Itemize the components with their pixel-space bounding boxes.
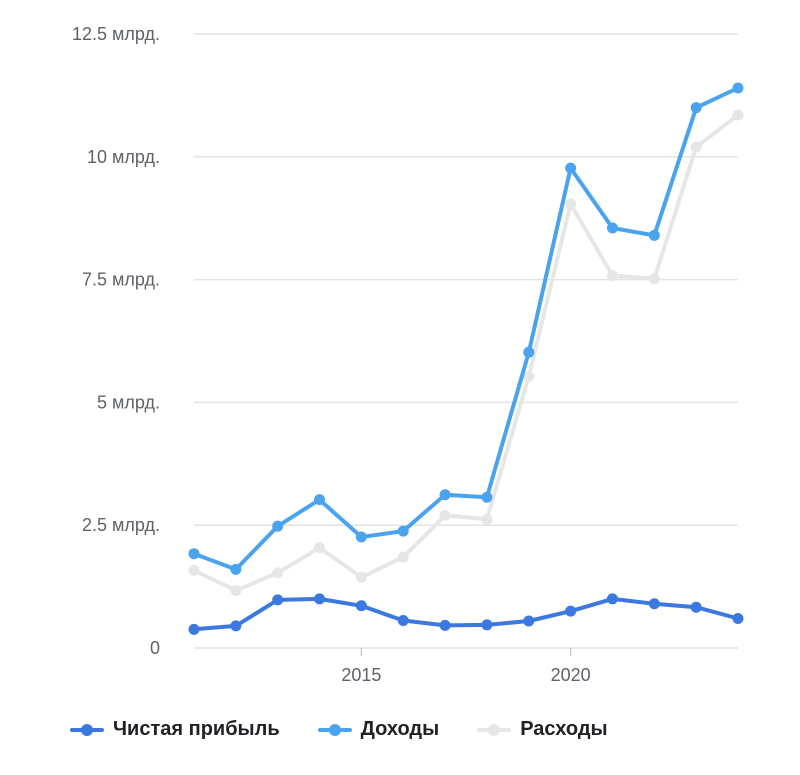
legend-label-revenue: Доходы	[360, 718, 440, 740]
data-point[interactable]	[439, 509, 451, 521]
legend-swatch-revenue	[317, 723, 352, 736]
legend-swatch-net-profit	[70, 723, 104, 736]
data-point[interactable]	[565, 198, 577, 210]
legend: Чистая прибыль Доходы Расходы	[70, 718, 646, 741]
legend-swatch-expenses	[477, 723, 512, 736]
data-point[interactable]	[648, 598, 660, 610]
legend-item-net-profit[interactable]: Чистая прибыль	[70, 718, 280, 741]
data-point[interactable]	[565, 162, 577, 174]
series-line	[192, 113, 740, 593]
data-point[interactable]	[606, 593, 618, 605]
data-point[interactable]	[355, 600, 367, 612]
y-tick-label: 10 млрд.	[87, 147, 160, 167]
y-tick-label: 7.5 млрд.	[82, 270, 160, 290]
data-point[interactable]	[314, 494, 326, 506]
data-point[interactable]	[188, 564, 200, 576]
data-point[interactable]	[397, 551, 409, 563]
data-point[interactable]	[439, 489, 451, 501]
data-point[interactable]	[523, 346, 535, 358]
series-2	[188, 109, 744, 597]
series-1	[188, 82, 744, 575]
data-point[interactable]	[314, 593, 326, 605]
data-point[interactable]	[648, 229, 660, 241]
series-line	[192, 596, 740, 632]
data-point[interactable]	[272, 594, 284, 606]
data-point[interactable]	[272, 520, 284, 532]
data-point[interactable]	[481, 491, 493, 503]
data-point[interactable]	[439, 619, 451, 631]
series-lines	[188, 82, 744, 635]
y-tick-label: 0	[150, 638, 160, 658]
data-point[interactable]	[523, 615, 535, 627]
data-point[interactable]	[523, 370, 535, 382]
y-tick-label: 5 млрд.	[97, 392, 160, 412]
data-point[interactable]	[648, 273, 660, 285]
line-chart: 0 2.5 млрд. 5 млрд. 7.5 млрд. 10 млрд. 12.5 м…	[72, 24, 744, 685]
data-point[interactable]	[230, 620, 242, 632]
y-axis-labels: 0 2.5 млрд. 5 млрд. 7.5 млрд. 10 млрд. 12.5 м…	[72, 24, 160, 658]
data-point[interactable]	[606, 222, 618, 234]
series-0	[188, 593, 744, 635]
data-point[interactable]	[355, 531, 367, 543]
legend-label-expenses: Расходы	[520, 718, 608, 740]
x-axis-labels: 2015 2020	[341, 648, 591, 685]
legend-label-net-profit: Чистая прибыль	[113, 718, 280, 740]
data-point[interactable]	[732, 82, 744, 94]
data-point[interactable]	[314, 542, 326, 554]
data-point[interactable]	[690, 102, 702, 114]
data-point[interactable]	[690, 141, 702, 153]
legend-item-revenue[interactable]: Доходы	[317, 718, 440, 741]
data-point[interactable]	[481, 619, 493, 631]
data-point[interactable]	[732, 109, 744, 121]
data-point[interactable]	[732, 613, 744, 625]
data-point[interactable]	[606, 270, 618, 282]
data-point[interactable]	[230, 585, 242, 597]
data-point[interactable]	[272, 567, 284, 579]
x-tick-label: 2020	[551, 665, 591, 685]
data-point[interactable]	[397, 525, 409, 537]
data-point[interactable]	[397, 614, 409, 626]
y-tick-label: 12.5 млрд.	[72, 24, 160, 44]
grid-lines	[194, 33, 738, 649]
legend-item-expenses[interactable]: Расходы	[477, 718, 608, 741]
data-point[interactable]	[565, 605, 577, 617]
series-line	[192, 86, 740, 572]
data-point[interactable]	[188, 548, 200, 560]
x-tick-label: 2015	[341, 665, 381, 685]
y-tick-label: 2.5 млрд.	[82, 515, 160, 535]
data-point[interactable]	[355, 571, 367, 583]
data-point[interactable]	[230, 563, 242, 575]
data-point[interactable]	[481, 513, 493, 525]
data-point[interactable]	[690, 601, 702, 613]
data-point[interactable]	[188, 623, 200, 635]
